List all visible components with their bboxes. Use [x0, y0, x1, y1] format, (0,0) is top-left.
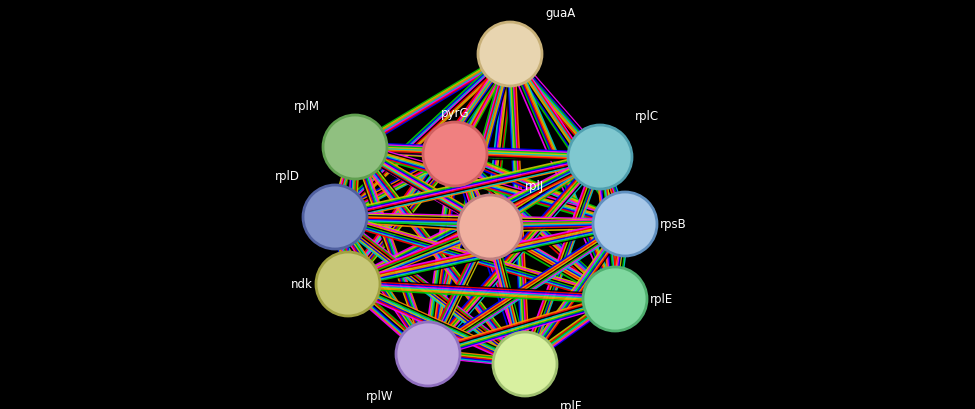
Text: rplD: rplD — [275, 170, 300, 182]
Circle shape — [303, 186, 367, 249]
Text: rplF: rplF — [560, 399, 582, 409]
Text: rplJ: rplJ — [525, 180, 544, 193]
Text: rplE: rplE — [650, 293, 674, 306]
Circle shape — [493, 332, 557, 396]
Text: rplW: rplW — [366, 389, 393, 402]
Text: rplM: rplM — [294, 100, 320, 113]
Text: rpsB: rpsB — [660, 218, 686, 231]
Circle shape — [423, 123, 487, 187]
Circle shape — [593, 193, 657, 256]
Circle shape — [323, 116, 387, 180]
Circle shape — [316, 252, 380, 316]
Text: guaA: guaA — [545, 7, 575, 20]
Circle shape — [568, 126, 632, 189]
Circle shape — [458, 196, 522, 259]
Text: ndk: ndk — [292, 278, 313, 291]
Circle shape — [396, 322, 460, 386]
Circle shape — [478, 23, 542, 87]
Text: pyrG: pyrG — [441, 107, 469, 120]
Text: rplC: rplC — [635, 110, 659, 123]
Circle shape — [583, 267, 647, 331]
